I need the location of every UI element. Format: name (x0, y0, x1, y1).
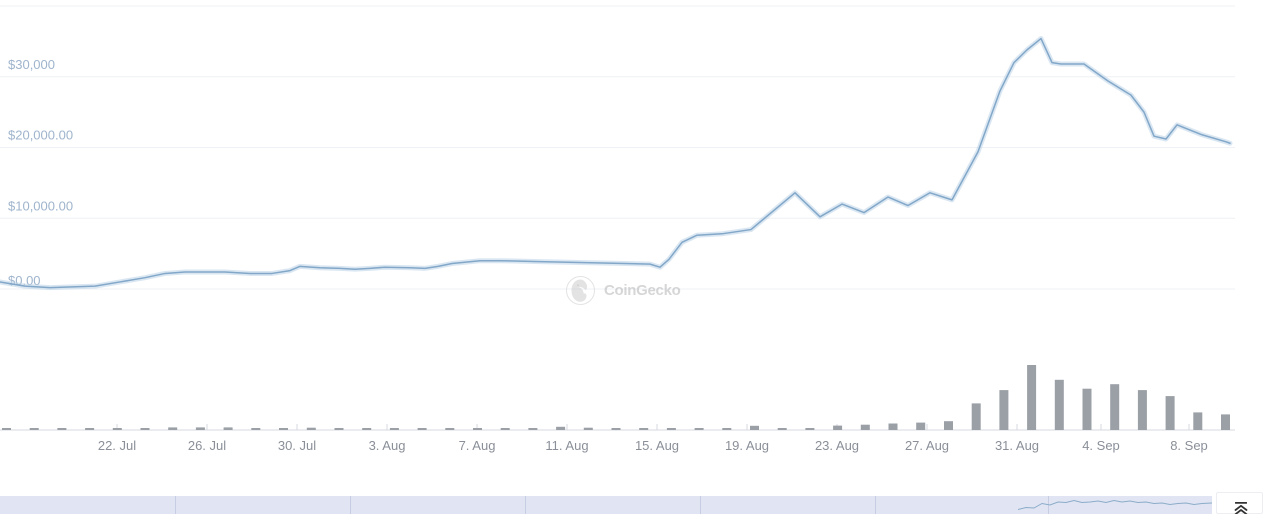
svg-text:$20,000.00: $20,000.00 (8, 128, 73, 143)
svg-text:26. Jul: 26. Jul (188, 438, 226, 453)
svg-text:22. Jul: 22. Jul (98, 438, 136, 453)
svg-text:19. Aug: 19. Aug (725, 438, 769, 453)
svg-text:$30,000: $30,000 (8, 57, 55, 72)
svg-text:30. Jul: 30. Jul (278, 438, 316, 453)
svg-text:31. Aug: 31. Aug (995, 438, 1039, 453)
svg-text:$10,000.00: $10,000.00 (8, 198, 73, 213)
svg-text:15. Aug: 15. Aug (635, 438, 679, 453)
svg-text:4. Sep: 4. Sep (1082, 438, 1120, 453)
svg-text:27. Aug: 27. Aug (905, 438, 949, 453)
svg-text:23. Aug: 23. Aug (815, 438, 859, 453)
svg-text:7. Aug: 7. Aug (459, 438, 496, 453)
svg-text:11. Aug: 11. Aug (545, 438, 588, 453)
svg-text:8. Sep: 8. Sep (1170, 438, 1208, 453)
svg-text:3. Aug: 3. Aug (369, 438, 406, 453)
